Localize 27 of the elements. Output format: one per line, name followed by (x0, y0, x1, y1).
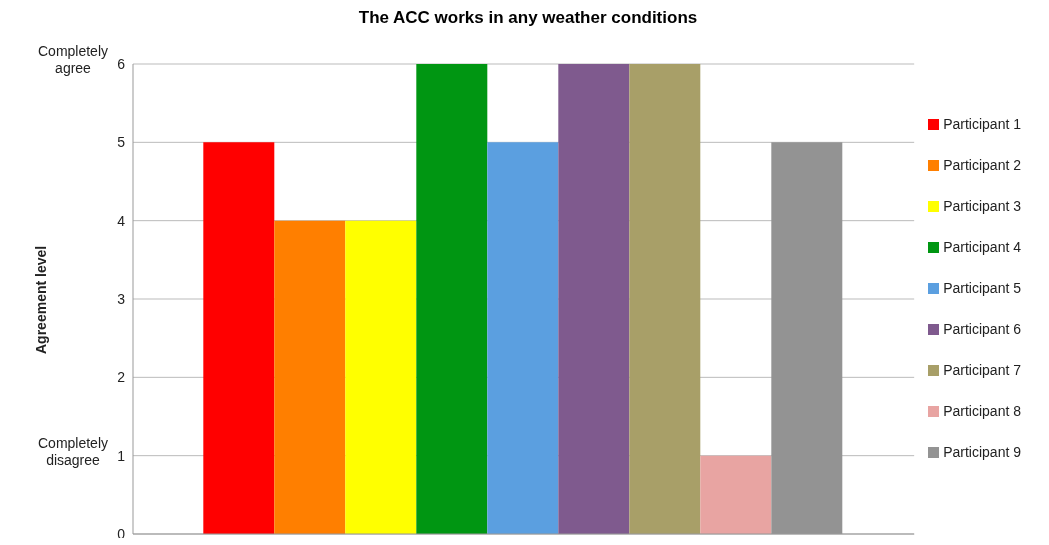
legend-label: Participant 4 (943, 238, 1021, 255)
y-tick-label: 2 (117, 369, 126, 386)
text: Completely agree (37, 43, 109, 76)
legend-label: Participant 8 (943, 402, 1021, 419)
legend-label: Participant 3 (943, 197, 1021, 214)
y-tick-label: 4 (117, 212, 126, 229)
legend-label: Participant 2 (943, 156, 1021, 173)
legend-label: Participant 7 (943, 361, 1021, 378)
y-tick-label: 6 (117, 56, 126, 72)
y-tick-label: 5 (117, 134, 126, 151)
chart-title: The ACC works in any weather conditions (357, 8, 699, 29)
bar (274, 220, 346, 534)
legend-label: Participant 6 (943, 320, 1021, 337)
legend-label: Participant 9 (943, 443, 1021, 460)
bar (558, 64, 630, 534)
bar (416, 64, 488, 534)
y-tick-label: 1 (117, 447, 126, 464)
bar (487, 142, 559, 534)
legend-label: Participant 5 (943, 279, 1021, 296)
legend-label: Participant 1 (943, 115, 1021, 132)
y-tick-label: 3 (117, 291, 126, 307)
bar (629, 64, 701, 534)
bar (203, 142, 275, 534)
bar (700, 455, 772, 534)
y-axis-title: Agreement level (32, 245, 49, 354)
text: Completely disagree (37, 434, 109, 468)
bar (345, 220, 417, 534)
